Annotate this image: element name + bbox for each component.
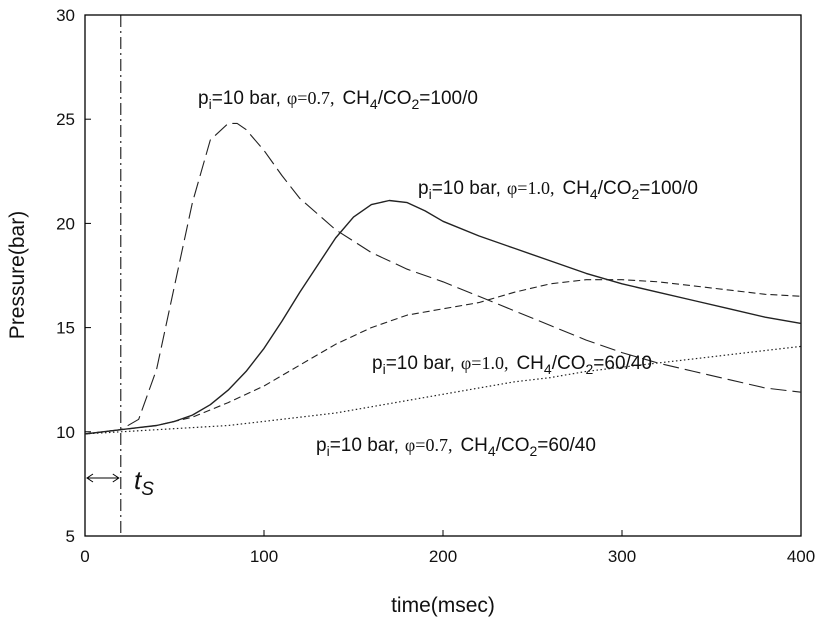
series-line-4 bbox=[84, 345, 802, 435]
annotation-series-2: pi=10 bar, φ=1.0, CH4/CO2=100/0 bbox=[418, 178, 698, 202]
y-tick-label: 30 bbox=[56, 6, 75, 25]
annotation-series-4: pi=10 bar, φ=0.7, CH4/CO2=60/40 bbox=[316, 435, 596, 459]
y-axis-title: Pressure(bar) bbox=[6, 211, 29, 339]
y-tick-label: 5 bbox=[66, 527, 75, 546]
x-tick-label: 100 bbox=[250, 547, 278, 566]
x-tick-label: 400 bbox=[787, 547, 815, 566]
y-tick-label: 20 bbox=[56, 214, 75, 233]
series-line-2 bbox=[84, 199, 802, 435]
x-tick-label: 300 bbox=[608, 547, 636, 566]
y-tick-label: 10 bbox=[56, 423, 75, 442]
x-tick-label: 0 bbox=[80, 547, 89, 566]
annotation-series-1: pi=10 bar, φ=0.7, CH4/CO2=100/0 bbox=[198, 88, 478, 112]
series-line-1 bbox=[84, 122, 802, 435]
y-tick-label: 15 bbox=[56, 319, 75, 338]
annotation-series-3: pi=10 bar, φ=1.0, CH4/CO2=60/40 bbox=[372, 353, 652, 377]
series-layer bbox=[84, 122, 802, 435]
y-axis: 5 10 15 20 25 30 bbox=[56, 6, 91, 546]
spark-time-arrow bbox=[86, 473, 120, 483]
y-tick-label: 25 bbox=[56, 110, 75, 129]
x-tick-label: 200 bbox=[429, 547, 457, 566]
x-axis-title: time(msec) bbox=[391, 594, 495, 617]
spark-time-label: tS bbox=[134, 465, 154, 500]
x-axis: 0 100 200 300 400 bbox=[80, 530, 815, 566]
series-line-3 bbox=[84, 279, 802, 435]
